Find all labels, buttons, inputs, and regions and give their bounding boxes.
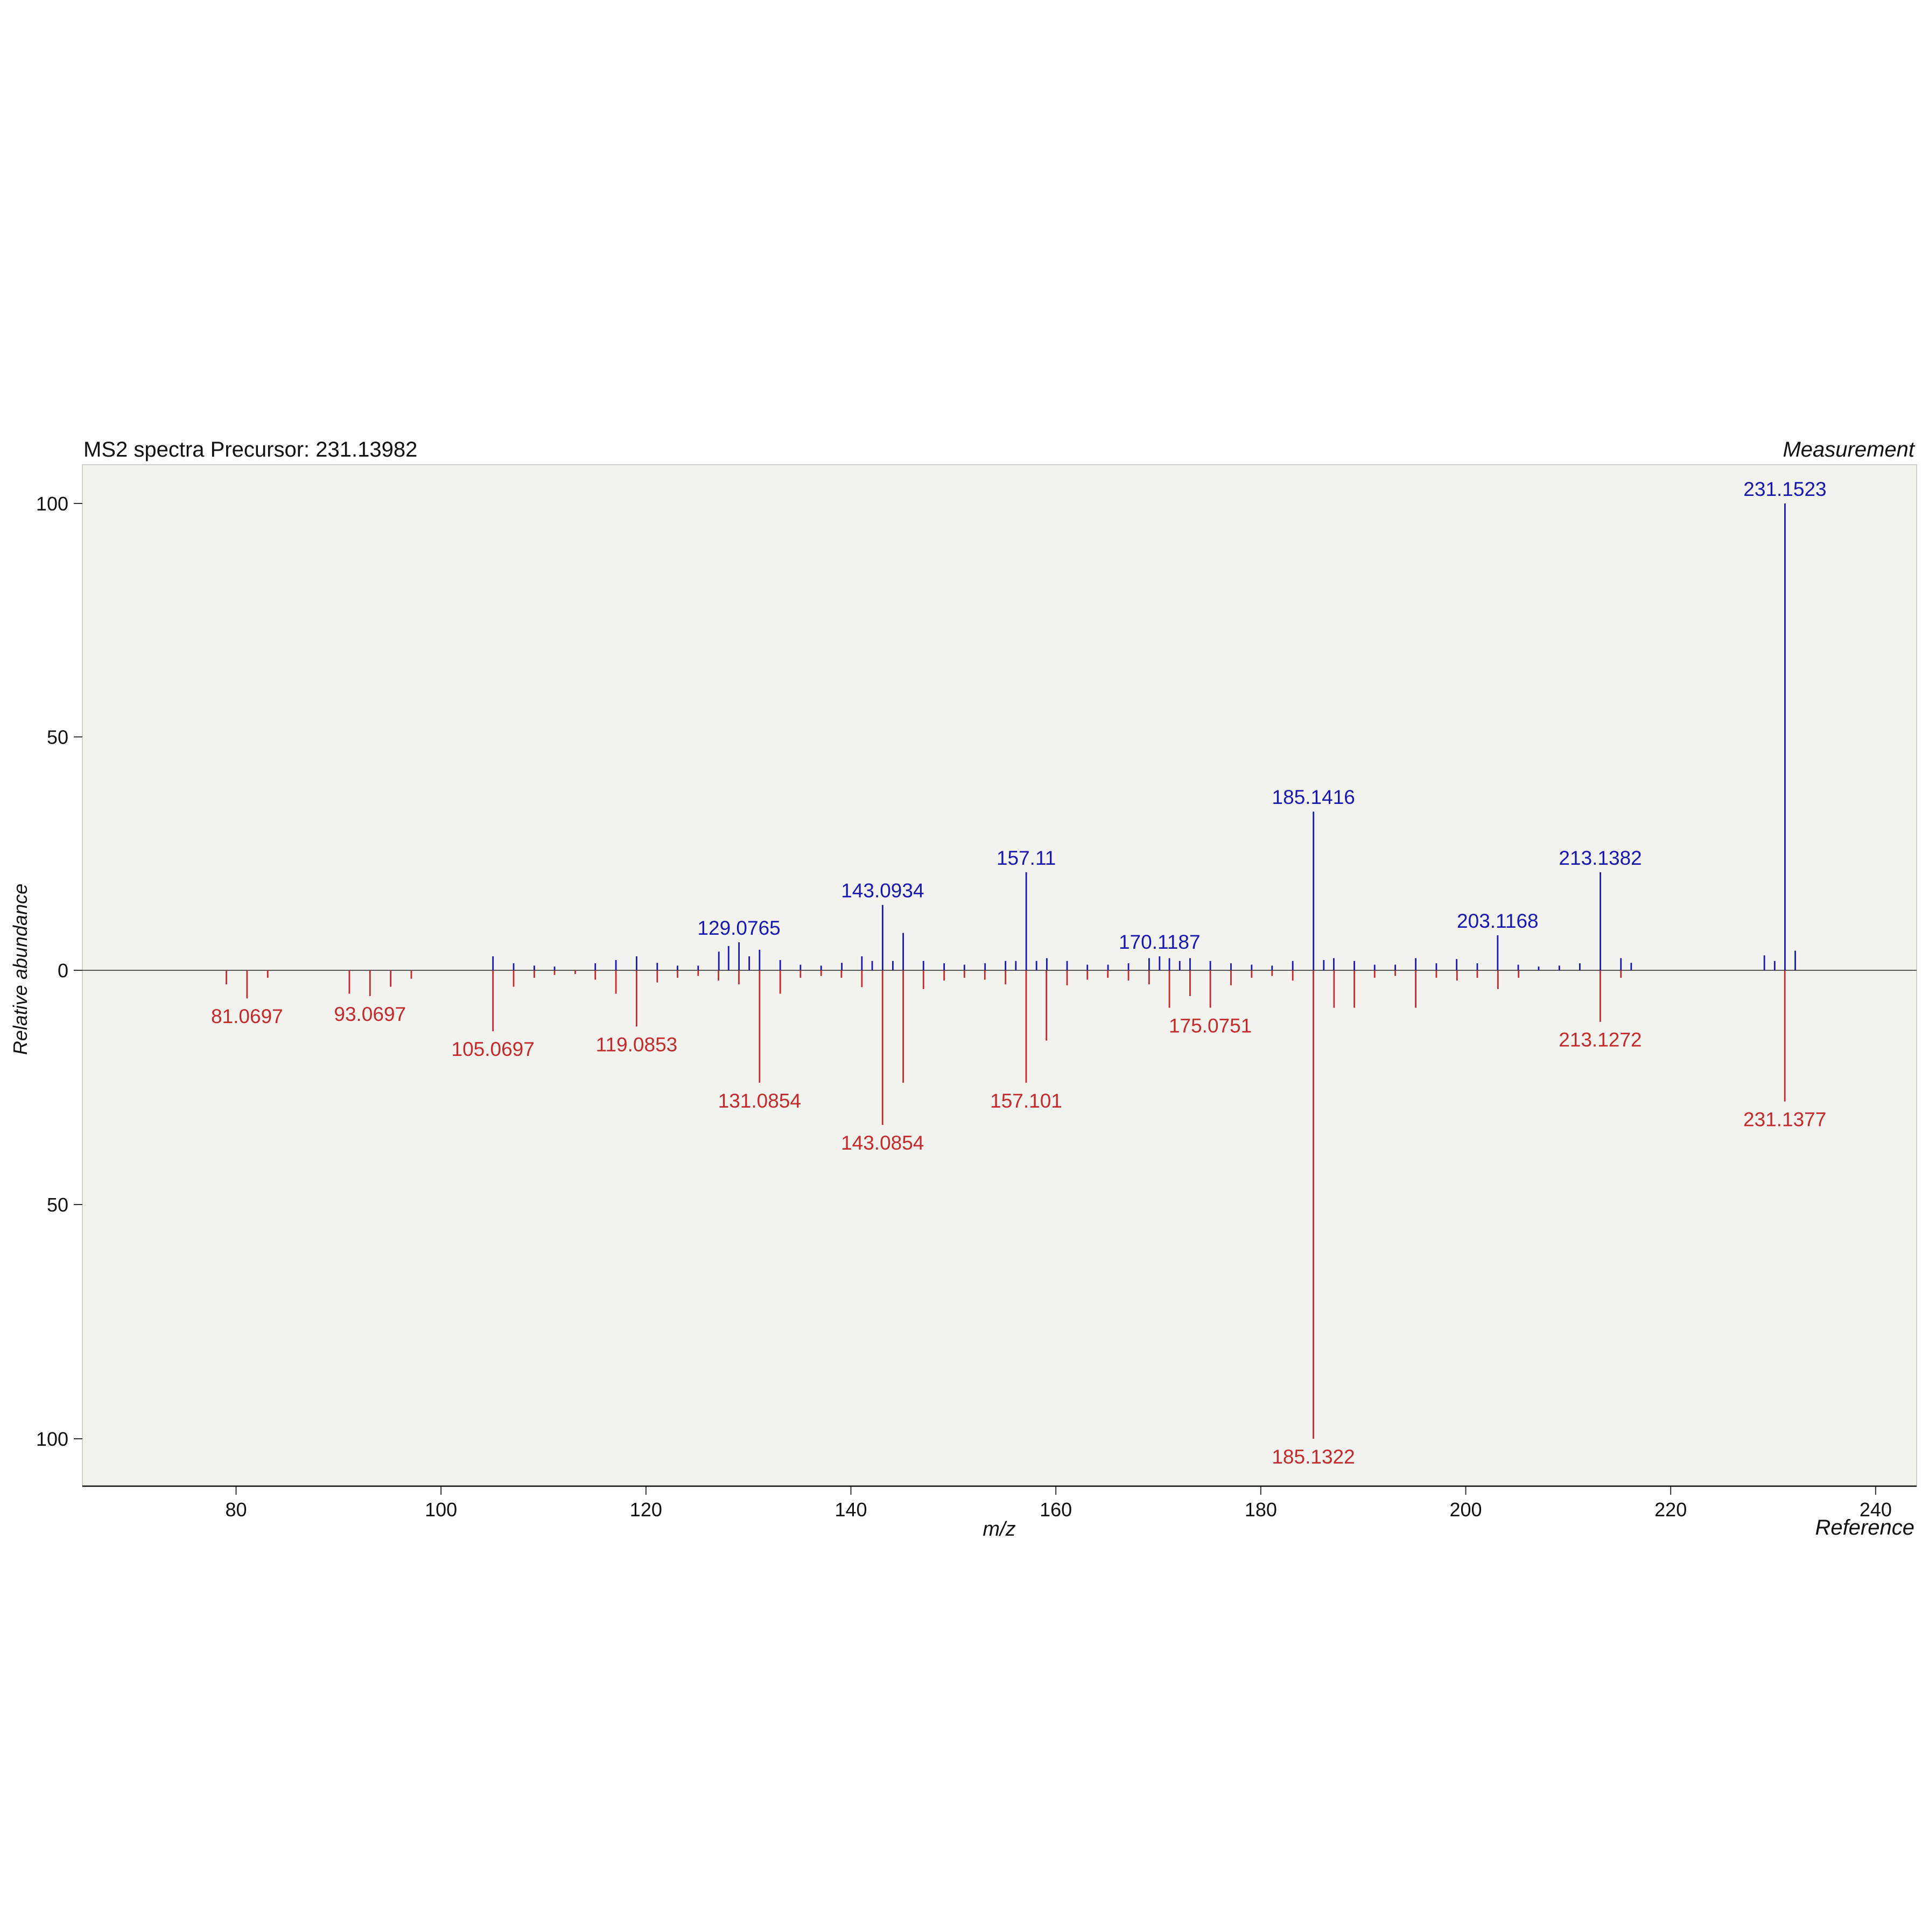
x-tick-label: 200: [1449, 1499, 1482, 1521]
x-tick-label: 140: [834, 1499, 867, 1521]
reference-peak-label: 131.0854: [718, 1090, 801, 1112]
reference-peak-label: 81.0697: [211, 1005, 283, 1027]
reference-peak-label: 105.0697: [452, 1038, 535, 1060]
measurement-peak-label: 170.1187: [1119, 931, 1201, 953]
x-tick-label: 120: [630, 1499, 662, 1521]
reference-peak-label: 213.1272: [1559, 1029, 1642, 1051]
reference-peak-label: 119.0853: [596, 1033, 678, 1055]
measurement-peak-label: 129.0765: [697, 917, 780, 939]
x-axis-label: m/z: [983, 1518, 1015, 1541]
measurement-peak-label: 157.11: [997, 847, 1056, 869]
y-tick-label: 0: [58, 960, 68, 982]
reference-series-label: Reference: [1815, 1516, 1914, 1539]
reference-peak-label: 185.1322: [1272, 1446, 1355, 1468]
x-tick-label: 240: [1860, 1499, 1892, 1521]
y-tick-label: 100: [36, 493, 68, 515]
reference-peak-label: 175.0751: [1169, 1015, 1252, 1037]
chart-title: MS2 spectra Precursor: 231.13982: [83, 438, 417, 461]
measurement-peak-label: 231.1523: [1743, 478, 1826, 500]
measurement-peak-label: 213.1382: [1559, 847, 1642, 869]
x-tick-label: 220: [1654, 1499, 1687, 1521]
measurement-peak-label: 203.1168: [1457, 910, 1539, 932]
x-tick-label: 100: [425, 1499, 457, 1521]
measurement-series-label: Measurement: [1783, 438, 1915, 461]
measurement-peak-label: 143.0934: [841, 880, 924, 902]
y-tick-label: 50: [47, 1194, 68, 1216]
reference-peak-label: 143.0854: [841, 1132, 924, 1154]
y-tick-label: 50: [47, 726, 68, 748]
reference-peak-label: 157.101: [990, 1090, 1062, 1112]
plot-background: [82, 464, 1917, 1487]
reference-peak-label: 231.1377: [1743, 1109, 1826, 1131]
chart-layer: 100 50 0 50 100 80 100 120 140 160 180 200 220 240 129…: [36, 478, 1917, 1521]
reference-peak-label: 93.0697: [334, 1003, 406, 1025]
x-tick-label: 180: [1245, 1499, 1277, 1521]
y-tick-label: 100: [36, 1428, 68, 1450]
y-axis-label: Relative abundance: [9, 884, 31, 1055]
x-tick-label: 160: [1040, 1499, 1072, 1521]
x-tick-label: 80: [225, 1499, 247, 1521]
measurement-peak-label: 185.1416: [1272, 786, 1355, 808]
